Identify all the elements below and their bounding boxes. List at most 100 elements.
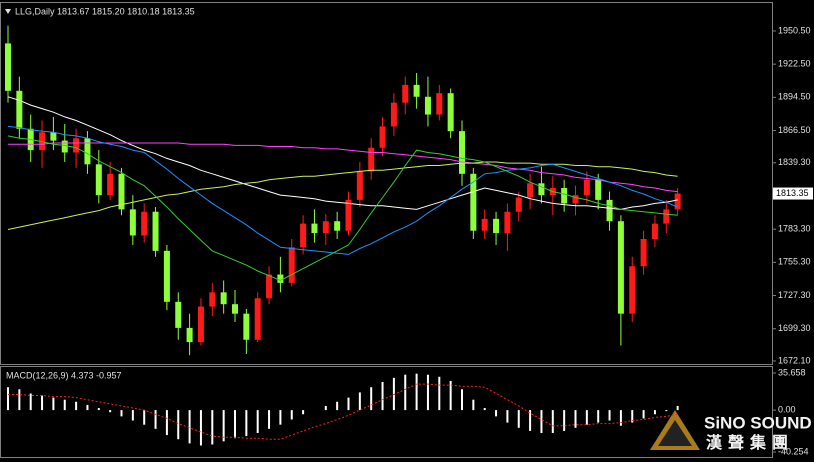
candle-body bbox=[5, 43, 11, 91]
macd-bar bbox=[234, 410, 236, 439]
chart-title: LLG,Daily 1813.67 1815.20 1810.18 1813.3… bbox=[15, 6, 195, 16]
macd-title: MACD(12,26,9) 4.373 -0.957 bbox=[6, 370, 122, 380]
y-tick-label: 1922.50 bbox=[778, 59, 811, 69]
candle-body bbox=[572, 195, 579, 204]
candle-body bbox=[16, 90, 23, 129]
menu-arrow[interactable] bbox=[5, 9, 11, 14]
macd-bar bbox=[268, 410, 271, 429]
y-tick-label: 1894.50 bbox=[778, 92, 811, 102]
macd-bar bbox=[52, 397, 55, 411]
watermark-brand: SiNO SOUND bbox=[704, 413, 812, 432]
macd-bar bbox=[222, 410, 225, 442]
candle-body bbox=[209, 292, 216, 307]
macd-bar bbox=[302, 410, 305, 415]
y-tick-label: 1950.50 bbox=[778, 25, 811, 35]
macd-bar bbox=[143, 410, 146, 425]
candle-body bbox=[163, 250, 170, 302]
candle-body bbox=[424, 96, 431, 115]
macd-bar bbox=[211, 410, 214, 445]
candle-body bbox=[493, 218, 500, 234]
macd-bar bbox=[551, 410, 554, 434]
y-tick-label: 1755.30 bbox=[778, 257, 811, 267]
candle-body bbox=[95, 164, 102, 196]
candle-body bbox=[197, 306, 204, 343]
macd-bar bbox=[608, 410, 611, 421]
y-tick-label: 1699.30 bbox=[778, 323, 811, 333]
macd-bar bbox=[165, 410, 168, 436]
candle-body bbox=[277, 274, 284, 283]
macd-bar bbox=[415, 373, 418, 411]
macd-bar bbox=[461, 389, 463, 411]
macd-bar bbox=[676, 405, 679, 411]
y-tick-label: 0.00 bbox=[778, 404, 796, 414]
macd-bar bbox=[495, 410, 498, 417]
candle-body bbox=[595, 179, 602, 200]
macd-bar bbox=[7, 387, 9, 411]
macd-bar bbox=[563, 410, 566, 431]
candle-body bbox=[266, 274, 273, 299]
candle-body bbox=[334, 221, 341, 231]
macd-bar bbox=[29, 393, 32, 411]
candle-body bbox=[606, 199, 613, 222]
macd-bar bbox=[449, 380, 452, 411]
y-tick-label: 35.658 bbox=[778, 367, 806, 377]
candle-body bbox=[152, 211, 159, 251]
candle-body bbox=[640, 238, 647, 267]
macd-bar bbox=[483, 408, 486, 411]
macd-bar bbox=[597, 410, 600, 423]
macd-bar bbox=[540, 410, 543, 434]
candle-body bbox=[390, 102, 397, 127]
candle-body bbox=[300, 223, 307, 248]
candle-body bbox=[674, 193, 681, 210]
candle-body bbox=[436, 93, 443, 115]
signal-line bbox=[8, 383, 678, 440]
macd-bar bbox=[404, 374, 407, 411]
macd-bar bbox=[619, 410, 622, 426]
candle-body bbox=[220, 292, 227, 305]
macd-pane-border bbox=[0, 366, 773, 458]
macd-bar bbox=[290, 410, 293, 420]
candle-body bbox=[459, 131, 465, 174]
watermark-chinese: 漢聲集團 bbox=[706, 433, 794, 452]
candle-body bbox=[311, 223, 318, 234]
macd-bar bbox=[665, 410, 668, 412]
candle-body bbox=[651, 223, 658, 239]
candle-body bbox=[73, 138, 80, 153]
macd-bar bbox=[370, 387, 373, 411]
candle-body bbox=[538, 183, 545, 196]
candle-body bbox=[379, 126, 386, 148]
last-price-label: 1813.35 bbox=[776, 188, 809, 198]
candle-body bbox=[141, 211, 148, 236]
macd-bar bbox=[41, 395, 44, 411]
macd-bar bbox=[336, 401, 339, 411]
candle-body bbox=[527, 183, 534, 198]
macd-bar bbox=[426, 374, 429, 411]
macd-bar bbox=[109, 410, 112, 413]
y-tick-label: 1783.30 bbox=[778, 224, 811, 234]
moving-average bbox=[7, 125, 678, 255]
moving-average bbox=[7, 135, 678, 282]
last-price-box bbox=[773, 187, 813, 200]
candle-body bbox=[481, 218, 488, 231]
macd-bar bbox=[256, 410, 259, 434]
candle-body bbox=[561, 188, 568, 204]
macd-bar bbox=[585, 410, 588, 425]
candle-body bbox=[663, 209, 670, 224]
macd-bar bbox=[517, 410, 520, 428]
moving-average bbox=[8, 142, 678, 193]
candle-body bbox=[583, 179, 590, 196]
candle-body bbox=[84, 138, 91, 165]
macd-bar bbox=[358, 392, 361, 411]
macd-bar bbox=[529, 410, 532, 431]
candle-body bbox=[243, 313, 250, 340]
macd-bar bbox=[154, 410, 157, 429]
candle-body bbox=[254, 298, 261, 340]
candle-body bbox=[345, 199, 352, 231]
candle-body bbox=[356, 171, 363, 200]
candle-body bbox=[129, 209, 136, 236]
moving-average bbox=[7, 96, 678, 210]
macd-bar bbox=[279, 410, 282, 425]
candle-body bbox=[504, 211, 511, 234]
y-tick-label: 1727.30 bbox=[778, 290, 811, 300]
